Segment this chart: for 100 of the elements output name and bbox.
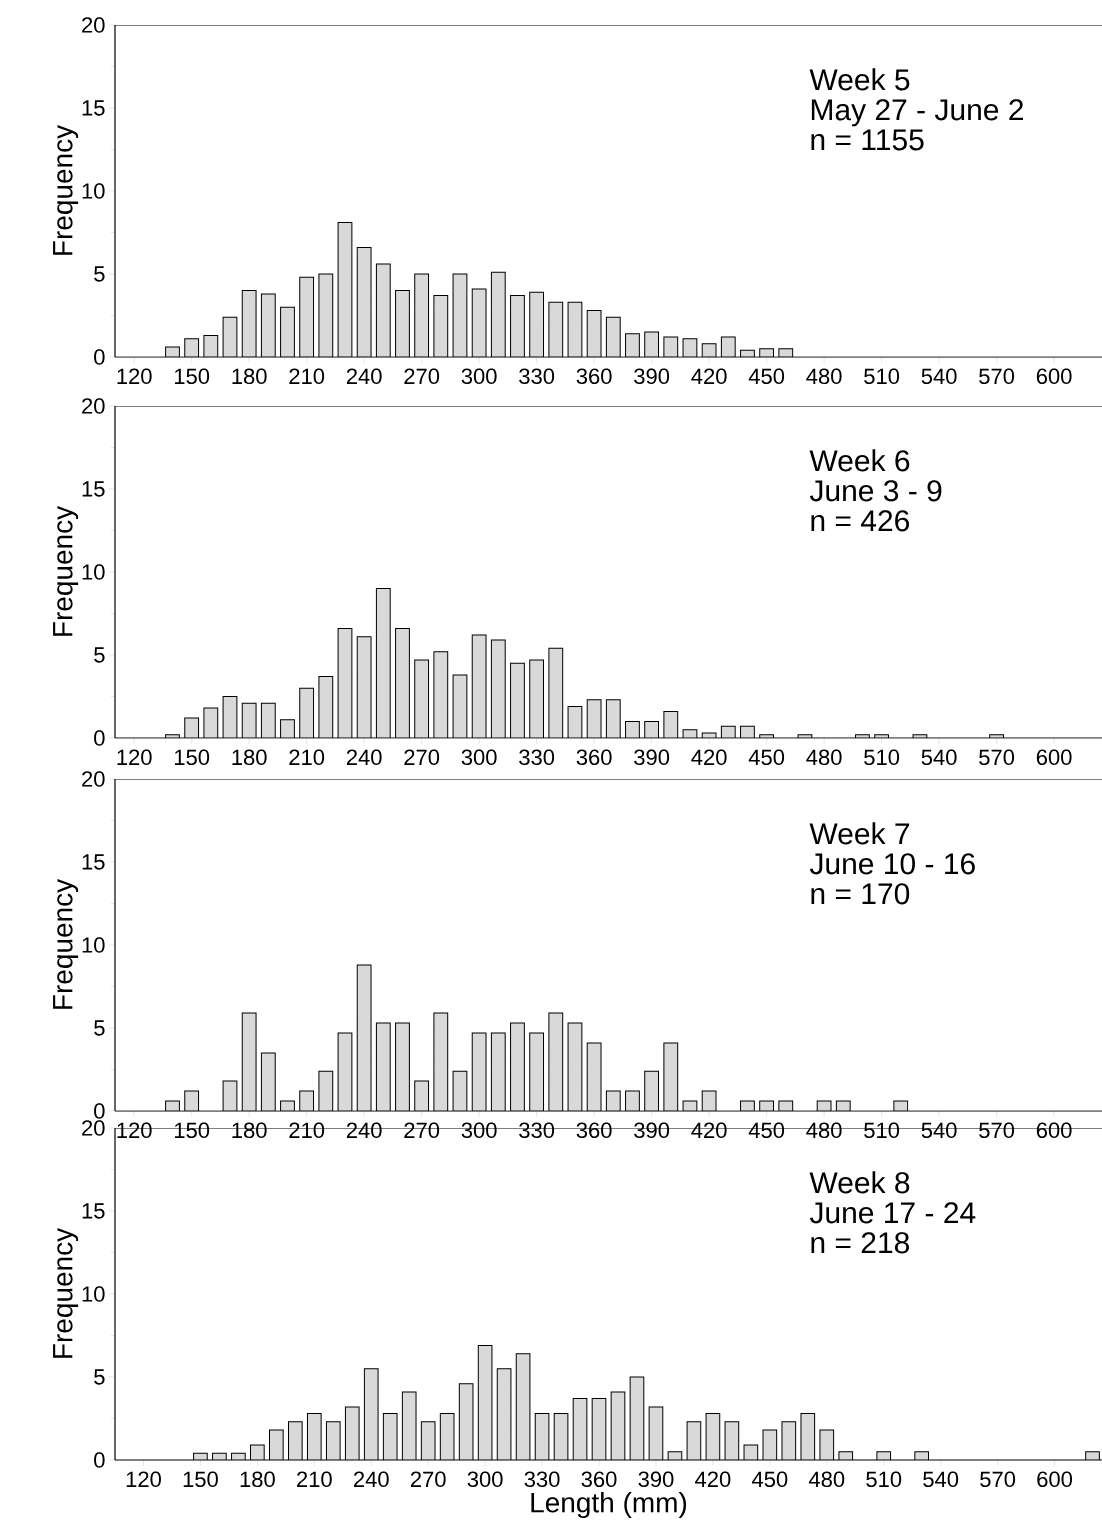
x-tick-label: 570 (979, 368, 1015, 385)
x-tick-label: 360 (576, 1122, 612, 1139)
y-tick-label: 0 (94, 730, 105, 746)
x-tick-label: 390 (638, 1471, 674, 1488)
y-tick-label: 0 (94, 1103, 105, 1119)
y-axis-title: Frequency (53, 124, 79, 255)
x-tick-label: 360 (576, 368, 612, 385)
x-tick-label: 150 (174, 1122, 210, 1139)
x-tick-label: 210 (289, 1122, 325, 1139)
annotation: May 27 - June 2 (811, 99, 1023, 127)
y-tick-label: 20 (82, 398, 105, 414)
x-tick-label: 510 (864, 368, 900, 385)
x-tick-label: 270 (410, 1471, 446, 1488)
y-tick-label: 15 (82, 100, 105, 116)
x-tick-label: 480 (806, 368, 842, 385)
bar (280, 307, 295, 357)
x-tick-label: 510 (864, 749, 900, 766)
bar (395, 628, 410, 738)
bar (261, 293, 276, 357)
bar (644, 1070, 660, 1111)
bar (491, 272, 506, 357)
x-tick-label: 450 (748, 749, 785, 766)
y-tick-label: 0 (94, 349, 105, 365)
x-tick-label: 450 (748, 1122, 785, 1139)
bar (299, 688, 314, 738)
x-tick-label: 210 (297, 1471, 332, 1488)
x-tick-label: 570 (979, 1122, 1015, 1139)
x-tick-label: 540 (921, 1122, 957, 1139)
x-tick-label: 150 (174, 368, 210, 385)
x-tick-label: 330 (519, 1122, 555, 1139)
x-tick-label: 390 (634, 749, 670, 766)
y-tick-label: 5 (94, 1020, 105, 1036)
bar (376, 264, 391, 357)
x-tick-label: 240 (346, 1122, 382, 1139)
y-tick-label: 10 (82, 1286, 105, 1302)
bar (510, 1022, 525, 1111)
y-tick-label: 15 (82, 1203, 105, 1219)
x-tick-label: 420 (691, 1122, 727, 1139)
bar (510, 663, 525, 738)
annotation: n = 426 (811, 510, 910, 532)
x-tick-label: 510 (864, 1122, 900, 1139)
annotation: June 17 - 24 (809, 1202, 976, 1224)
annotation: Week 6 (809, 449, 910, 472)
bar (606, 317, 621, 357)
x-tick-label: 480 (806, 1122, 842, 1139)
y-tick-label: 15 (82, 481, 105, 497)
x-tick-label: 600 (1036, 368, 1072, 385)
x-tick-label: 480 (806, 749, 842, 766)
x-tick-label: 150 (174, 749, 210, 766)
bar (414, 659, 429, 738)
x-tick-label: 390 (634, 1122, 670, 1139)
x-tick-label: 420 (695, 1471, 731, 1488)
x-tick-label: 450 (748, 368, 785, 385)
y-tick-label: 10 (82, 564, 105, 580)
x-tick-label: 300 (461, 1122, 497, 1139)
y-tick-label: 5 (94, 1369, 105, 1385)
bar (299, 277, 314, 357)
x-tick-label: 420 (691, 368, 727, 385)
y-tick-label: 15 (82, 854, 105, 870)
x-tick-label: 210 (289, 749, 325, 766)
bar (529, 1032, 545, 1111)
x-tick-label: 270 (404, 368, 440, 385)
annotation: n = 1155 (811, 129, 924, 151)
x-tick-label: 570 (979, 749, 1015, 766)
y-axis-title: Frequency (53, 878, 79, 1009)
x-tick-label: 300 (461, 749, 497, 766)
x-tick-label: 540 (923, 1471, 959, 1488)
x-tick-label: 540 (921, 368, 957, 385)
x-tick-label: 150 (183, 1471, 218, 1488)
x-tick-label: 240 (354, 1471, 389, 1488)
x-tick-label: 180 (232, 749, 267, 766)
bar (529, 659, 544, 738)
x-axis-title: Length (mm) (531, 1491, 687, 1519)
bar (376, 588, 391, 738)
x-tick-label: 300 (461, 368, 497, 385)
x-tick-label: 300 (467, 1471, 503, 1488)
bar (529, 292, 544, 357)
x-tick-label: 480 (808, 1471, 845, 1488)
x-tick-label: 240 (346, 368, 382, 385)
x-tick-label: 120 (117, 1122, 152, 1139)
annotation: Week 7 (809, 822, 910, 845)
bar (375, 1022, 391, 1111)
annotation: June 3 - 9 (809, 480, 942, 502)
bar (510, 295, 525, 357)
x-tick-label: 600 (1036, 1122, 1072, 1139)
annotation: Week 8 (809, 1171, 910, 1194)
annotation: Week 5 (809, 68, 910, 91)
bar (260, 1052, 276, 1111)
x-tick-label: 180 (232, 368, 267, 385)
x-tick-label: 240 (346, 749, 382, 766)
y-tick-label: 5 (94, 266, 105, 282)
bar (606, 699, 621, 738)
y-tick-label: 20 (82, 771, 105, 787)
bar (395, 290, 410, 357)
x-tick-label: 330 (519, 749, 555, 766)
annotation: n = 218 (811, 1232, 910, 1254)
x-tick-label: 540 (921, 749, 957, 766)
bar (490, 1032, 506, 1111)
x-tick-label: 270 (404, 1122, 440, 1139)
y-tick-label: 20 (82, 17, 105, 33)
